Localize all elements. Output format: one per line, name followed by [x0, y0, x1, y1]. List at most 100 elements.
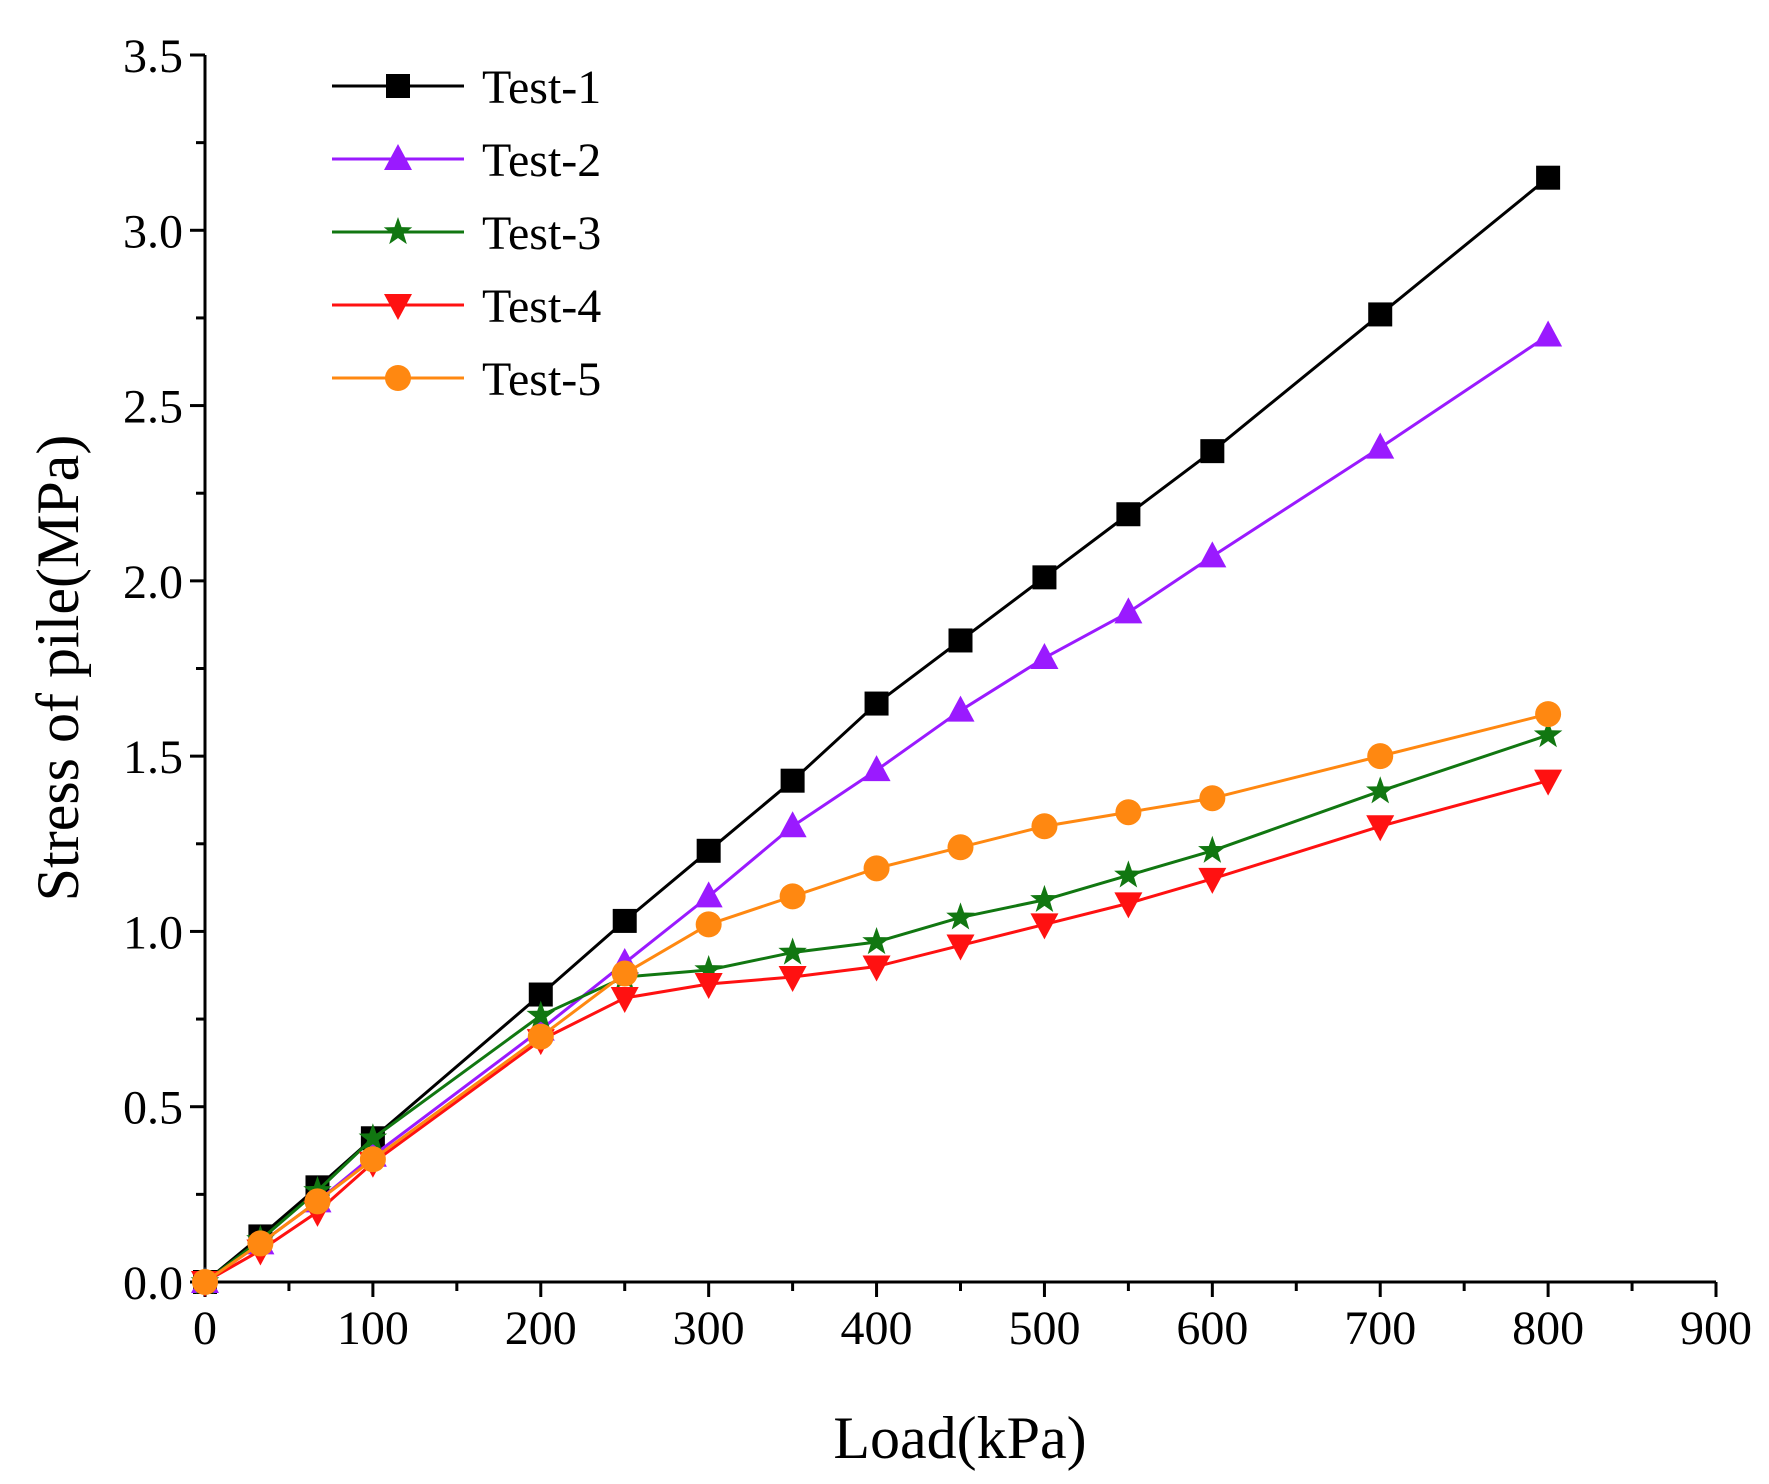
y-tick-label: 3.0	[123, 205, 183, 258]
data-point	[1031, 813, 1058, 840]
y-tick-label: 2.5	[123, 381, 183, 434]
data-point	[947, 834, 974, 861]
data-point	[1533, 720, 1563, 748]
data-point	[1536, 165, 1561, 190]
y-tick-label: 2.0	[123, 556, 183, 609]
data-point	[780, 768, 805, 793]
data-point	[1198, 541, 1227, 568]
y-tick-label: 0.5	[123, 1082, 183, 1135]
data-point	[863, 855, 890, 882]
x-tick-label: 200	[505, 1302, 577, 1355]
y-axis-title: Stress of pile(MPa)	[25, 435, 91, 902]
data-point	[862, 755, 891, 782]
data-point	[862, 955, 891, 982]
data-point	[946, 934, 975, 961]
legend-marker	[385, 365, 411, 391]
data-point	[1030, 884, 1059, 913]
axes	[203, 55, 1716, 1284]
legend-marker	[383, 217, 413, 245]
legend-marker	[384, 294, 412, 320]
legend-label: Test-2	[482, 134, 601, 187]
y-tick-label: 1.0	[123, 906, 183, 959]
data-point	[1200, 439, 1225, 464]
data-point	[778, 811, 807, 838]
data-point	[946, 695, 975, 722]
x-tick-label: 0	[193, 1302, 217, 1355]
legend-marker	[384, 144, 412, 170]
series-line	[204, 176, 1550, 1284]
data-point	[1366, 432, 1395, 459]
x-tick-label: 100	[337, 1302, 409, 1355]
data-point	[1030, 642, 1059, 669]
series-test-4	[191, 769, 1563, 1297]
data-point	[247, 1230, 274, 1257]
legend-item: Test-1	[332, 61, 601, 114]
ticks	[190, 53, 1718, 1297]
data-point	[1534, 320, 1563, 347]
data-point	[527, 1023, 554, 1050]
series-line	[204, 712, 1549, 1284]
series-line	[204, 733, 1549, 1284]
data-point	[694, 973, 723, 1000]
legend-item: Test-5	[332, 353, 601, 406]
data-point	[694, 954, 723, 983]
data-point	[1367, 743, 1394, 770]
data-point	[1368, 302, 1393, 327]
legend-label: Test-5	[482, 353, 601, 406]
legend-label: Test-1	[482, 61, 601, 114]
legend-label: Test-3	[482, 207, 601, 260]
data-point	[694, 881, 723, 908]
data-point	[610, 987, 639, 1014]
legend-marker	[386, 74, 410, 98]
data-point	[1534, 769, 1563, 796]
data-point	[1535, 701, 1562, 728]
y-tick-label: 3.5	[123, 30, 183, 83]
legend-item: Test-3	[332, 207, 601, 260]
data-point	[1198, 867, 1227, 894]
data-point	[1114, 860, 1143, 888]
data-point	[359, 1146, 386, 1173]
y-tick-label: 1.5	[123, 731, 183, 784]
data-point	[946, 902, 975, 930]
data-point	[612, 908, 637, 933]
data-point	[1114, 892, 1143, 919]
series-test-3	[190, 720, 1563, 1295]
x-tick-label: 700	[1344, 1302, 1416, 1355]
data-point	[779, 883, 806, 910]
data-point	[1032, 565, 1057, 590]
legend-item: Test-2	[332, 134, 601, 187]
legend: Test-1 Test-2 Test-3 Test-4 Test-5	[332, 61, 601, 406]
series-test-5	[192, 701, 1562, 1295]
data-point	[695, 911, 722, 938]
data-point	[304, 1188, 331, 1215]
x-tick-label: 400	[841, 1302, 913, 1355]
data-point	[862, 926, 891, 955]
data-point	[526, 1000, 556, 1028]
x-tick-label: 800	[1512, 1302, 1584, 1355]
data-point	[1114, 597, 1143, 624]
data-point	[948, 628, 973, 653]
x-tick-label: 600	[1176, 1302, 1248, 1355]
legend-item: Test-4	[332, 280, 601, 333]
data-point	[1116, 502, 1141, 527]
x-axis-title: Load(kPa)	[833, 1405, 1086, 1471]
data-point	[611, 960, 638, 987]
x-tick-label: 500	[1008, 1302, 1080, 1355]
series-layer	[190, 165, 1563, 1297]
data-point	[696, 838, 721, 863]
data-point	[1198, 835, 1227, 863]
series-test-1	[193, 165, 1561, 1294]
data-point	[864, 691, 889, 716]
x-tick-label: 300	[673, 1302, 745, 1355]
data-point	[1030, 913, 1059, 940]
data-point	[1115, 799, 1142, 826]
data-point	[1365, 776, 1395, 804]
data-point	[192, 1269, 218, 1295]
data-point	[778, 937, 807, 965]
data-point	[778, 966, 807, 993]
legend-label: Test-4	[482, 280, 601, 333]
data-point	[358, 1123, 388, 1151]
y-tick-label: 0.0	[123, 1257, 183, 1310]
tick-labels: 0 100 200 300 400 500 600 700 800 900 0.0 0.5 1.0 1.5…	[123, 30, 1752, 1355]
